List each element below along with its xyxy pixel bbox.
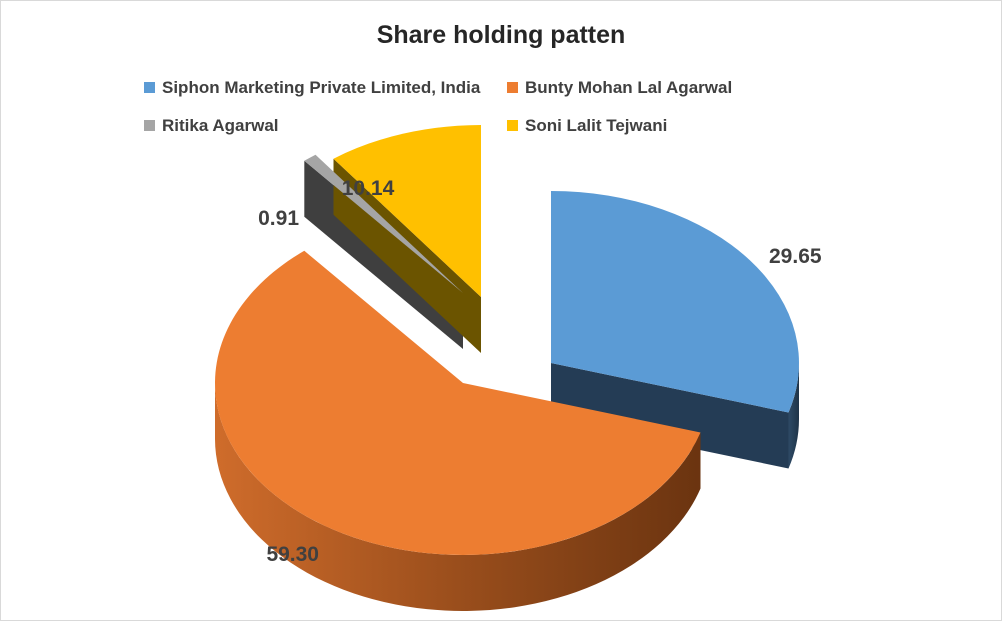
data-label-ritika: 0.91 — [258, 207, 299, 230]
data-label-soni: 10.14 — [342, 177, 395, 200]
legend-swatch — [144, 120, 155, 131]
legend-swatch — [507, 120, 518, 131]
slice-ritika-top — [304, 154, 463, 293]
slice-siphon-top — [551, 191, 799, 413]
data-label-bunty: 59.30 — [266, 543, 319, 566]
legend-label: Siphon Marketing Private Limited, India — [162, 78, 481, 97]
legend-item-siphon: Siphon Marketing Private Limited, India — [144, 77, 480, 99]
slice-siphon-wall — [551, 363, 789, 469]
slice-bunty-side — [215, 383, 701, 611]
legend-swatch — [507, 82, 518, 93]
legend-label: Bunty Mohan Lal Agarwal — [525, 78, 733, 97]
data-label-siphon: 29.65 — [769, 245, 822, 268]
legend-item-bunty: Bunty Mohan Lal Agarwal — [507, 77, 732, 99]
legend-label: Soni Lalit Tejwani — [525, 116, 668, 135]
slice-siphon-side — [788, 363, 799, 469]
legend-swatch — [144, 82, 155, 93]
slice-bunty-top — [215, 250, 701, 555]
slice-bunty — [215, 383, 701, 611]
legend-item-soni: Soni Lalit Tejwani — [507, 115, 667, 137]
slice-soni-top — [333, 125, 481, 297]
chart-title: Share holding patten — [376, 21, 626, 49]
slice-siphon — [551, 363, 799, 469]
legend-label: Ritika Agarwal — [162, 116, 279, 135]
legend-item-ritika: Ritika Agarwal — [144, 115, 279, 137]
